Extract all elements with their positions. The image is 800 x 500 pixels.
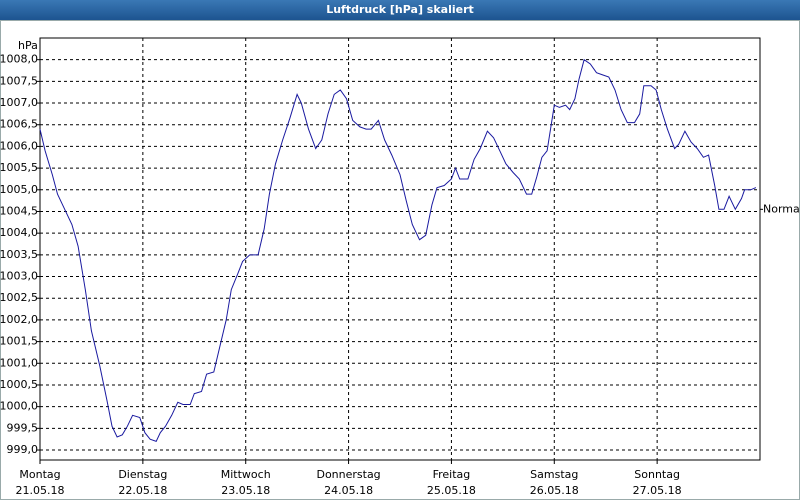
plot-area xyxy=(39,37,761,461)
y-tick-label: 1004,0 xyxy=(0,226,38,239)
x-tick-label: Montag xyxy=(19,468,60,481)
reference-label: Normal xyxy=(763,202,800,215)
x-tick-date: 24.05.18 xyxy=(324,484,373,497)
y-tick-label: 1004,5 xyxy=(0,204,38,217)
chart-title: Luftdruck [hPa] skaliert xyxy=(326,3,474,16)
x-tick-label: Mittwoch xyxy=(221,468,271,481)
y-tick-label: 1000,5 xyxy=(0,378,38,391)
y-tick-label: 1005,5 xyxy=(0,161,38,174)
x-tick-date: 21.05.18 xyxy=(16,484,65,497)
x-tick-date: 23.05.18 xyxy=(221,484,270,497)
y-tick-label: 1001,5 xyxy=(0,335,38,348)
y-tick-label: 1007,0 xyxy=(0,96,38,109)
x-tick-date: 27.05.18 xyxy=(633,484,682,497)
y-tick-label: 1007,5 xyxy=(0,74,38,87)
data-line xyxy=(39,58,757,443)
y-tick-label: 1000,0 xyxy=(0,400,38,413)
y-tick-label: 1001,0 xyxy=(0,356,38,369)
x-tick-label: Sonntag xyxy=(634,468,680,481)
y-tick-label: 1006,5 xyxy=(0,118,38,131)
x-tick-date: 22.05.18 xyxy=(118,484,167,497)
x-tick-label: Donnerstag xyxy=(316,468,380,481)
y-unit: hPa xyxy=(18,39,38,52)
title-bar xyxy=(0,0,800,20)
y-tick-label: 1006,0 xyxy=(0,139,38,152)
y-tick-label: 1003,0 xyxy=(0,270,38,283)
y-tick-label: 999,5 xyxy=(7,421,39,434)
y-tick-label: 1002,5 xyxy=(0,291,38,304)
y-tick-label: 1002,0 xyxy=(0,313,38,326)
y-tick-label: 1008,0 xyxy=(0,53,38,66)
x-tick-date: 26.05.18 xyxy=(530,484,579,497)
x-tick-label: Samstag xyxy=(530,468,578,481)
x-tick-date: 25.05.18 xyxy=(427,484,476,497)
x-tick-label: Freitag xyxy=(433,468,471,481)
y-tick-label: 1003,5 xyxy=(0,248,38,261)
y-tick-label: 999,0 xyxy=(7,443,39,456)
x-tick-label: Dienstag xyxy=(118,468,167,481)
y-tick-label: 1005,0 xyxy=(0,183,38,196)
